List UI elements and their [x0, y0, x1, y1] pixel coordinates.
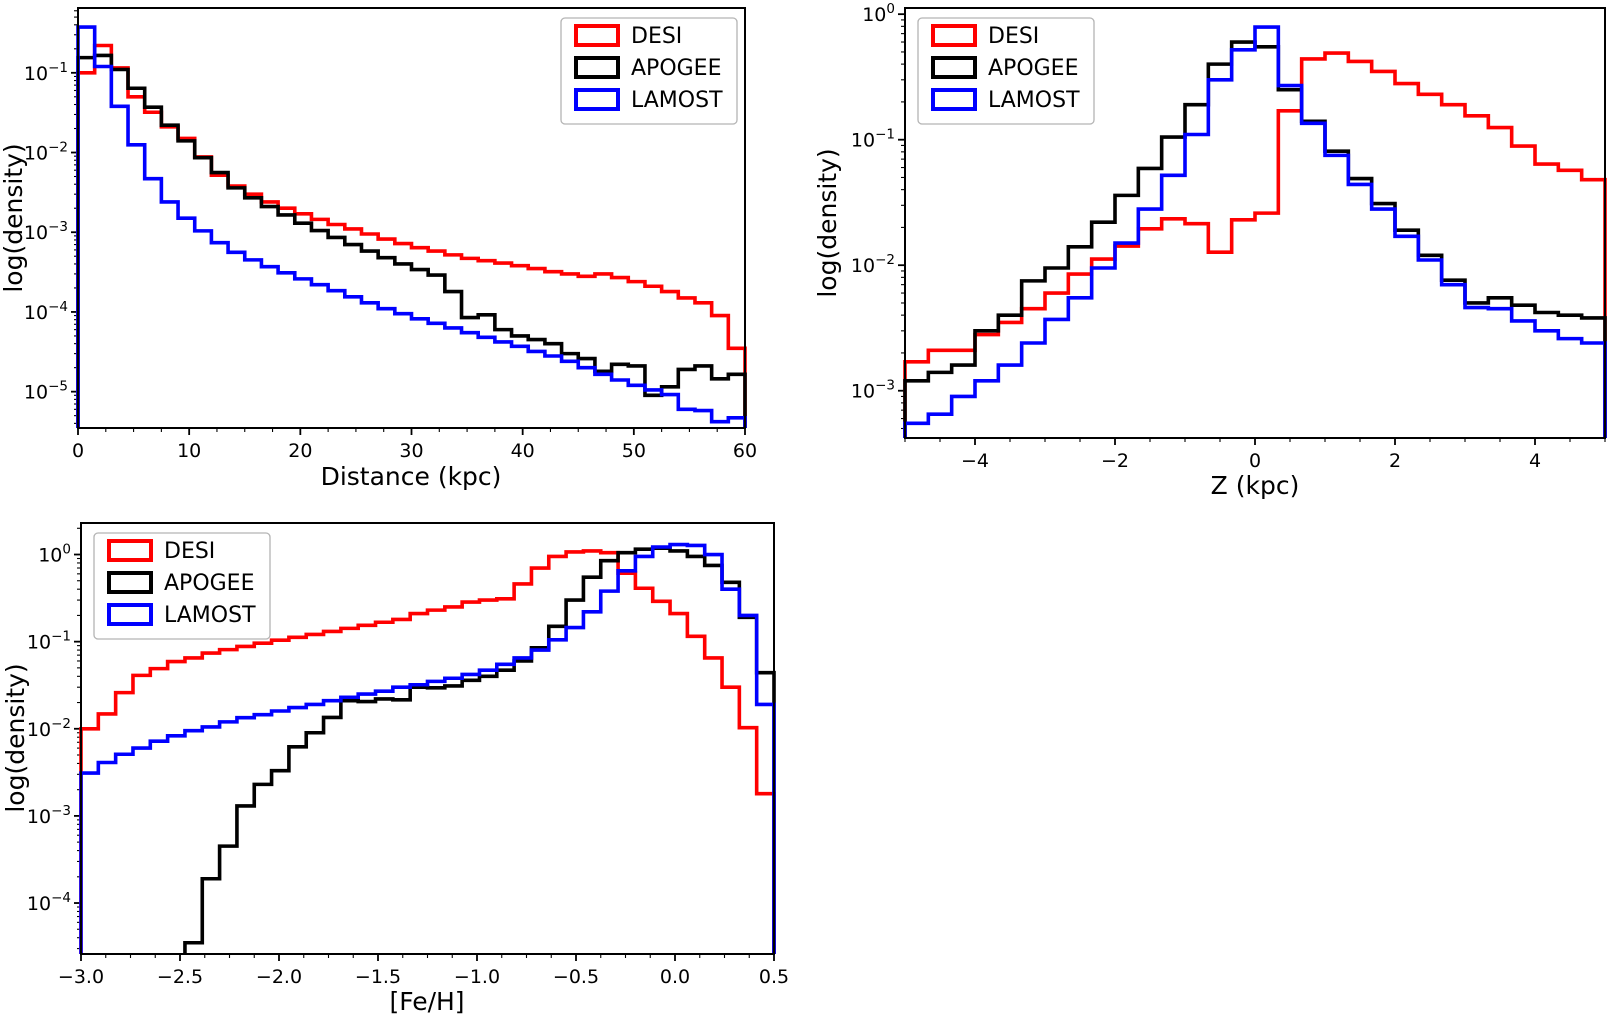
legend-label-desi: DESI: [631, 24, 682, 49]
y-axis-label-density-2: log(density): [1, 663, 30, 812]
legend-label-desi: DESI: [988, 24, 1039, 49]
series-lamost-step: [79, 542, 776, 954]
distance-histogram-panel: Distance (kpc) log(density) 0 10 20 30 40 50 6…: [0, 7, 757, 491]
series-desi-step: [76, 43, 747, 428]
y-tick-label: 10−3: [24, 219, 68, 244]
x-tick-label: −2.5: [157, 966, 203, 988]
legend-label-apogee: APOGEE: [988, 56, 1078, 81]
histogram-series-group: [76, 25, 747, 428]
x-tick-label: 2: [1389, 450, 1401, 472]
series-lamost-step: [76, 25, 747, 428]
x-tick-label: 0.5: [759, 966, 789, 988]
feh-histogram-panel: [Fe/H] log(density) −3.0 −2.5 −2.0 −1.5 −1.0…: [1, 522, 789, 1014]
x-tick-label: 0.0: [660, 966, 690, 988]
series-desi-step: [79, 549, 776, 954]
y-tick-label: 10−2: [27, 716, 71, 741]
histogram-series-group: [903, 25, 1607, 438]
plot-spines: [80, 522, 775, 955]
legend-swatch-desi-icon: [574, 24, 620, 47]
x-tick-label: −3.0: [58, 966, 104, 988]
legend: DESI APOGEE LAMOST: [93, 532, 271, 640]
y-tick-label: 10−1: [851, 127, 895, 152]
x-axis-label-distance: Distance (kpc): [321, 462, 502, 491]
y-tick-label: 100: [862, 1, 895, 26]
plot-spines: [77, 7, 746, 429]
x-tick-label: 20: [288, 440, 312, 462]
legend: DESI APOGEE LAMOST: [917, 17, 1095, 125]
legend-label-lamost: LAMOST: [988, 88, 1080, 113]
x-axis-label-feh: [Fe/H]: [389, 987, 464, 1014]
legend-label-apogee: APOGEE: [631, 56, 721, 81]
legend-label-desi: DESI: [164, 539, 215, 564]
legend-label-lamost: LAMOST: [164, 603, 256, 628]
legend-swatch-desi-icon: [107, 539, 153, 562]
y-tick-label: 10−3: [851, 378, 895, 403]
x-axis-label-z: Z (kpc): [1211, 471, 1300, 500]
y-axis-label-density-0: log(density): [0, 143, 28, 292]
x-tick-label: 0: [1249, 450, 1261, 472]
x-tick-label: −2: [1101, 450, 1129, 472]
x-tick-label: 50: [622, 440, 646, 462]
x-tick-label: 60: [733, 440, 757, 462]
legend-swatch-lamost-icon: [931, 88, 977, 111]
legend-swatch-apogee-icon: [931, 56, 977, 79]
x-tick-label: 0: [72, 440, 84, 462]
series-lamost-step: [903, 25, 1607, 438]
series-apogee-step: [76, 53, 747, 428]
legend-label-lamost: LAMOST: [631, 88, 723, 113]
y-tick-label: 10−2: [851, 252, 895, 277]
x-tick-label: −0.5: [553, 966, 599, 988]
plot-spines: [904, 7, 1606, 439]
y-axis-label-density-1: log(density): [813, 148, 842, 297]
y-tick-label: 10−2: [24, 140, 68, 165]
x-tick-label: −2.0: [256, 966, 302, 988]
series-apogee-step: [183, 546, 776, 954]
y-tick-label: 10−1: [27, 629, 71, 654]
x-tick-label: 4: [1529, 450, 1541, 472]
y-tick-label: 10−4: [27, 890, 71, 915]
y-tick-label: 10−1: [24, 60, 68, 85]
y-tick-label: 100: [38, 542, 71, 567]
x-tick-label: −4: [961, 450, 989, 472]
x-tick-label: 30: [399, 440, 423, 462]
histogram-series-group: [79, 542, 776, 954]
z-histogram-panel: Z (kpc) log(density) −4 −2 0 2 4 10−3 10−2 10−1…: [813, 1, 1607, 500]
y-tick-label: 10−3: [27, 803, 71, 828]
legend-swatch-apogee-icon: [107, 571, 153, 594]
legend-swatch-lamost-icon: [574, 88, 620, 111]
y-tick-label: 10−5: [24, 379, 68, 404]
y-tick-label: 10−4: [24, 299, 68, 324]
x-tick-label: 40: [511, 440, 535, 462]
x-tick-label: 10: [177, 440, 201, 462]
x-tick-label: −1.5: [355, 966, 401, 988]
x-tick-label: −1.0: [454, 966, 500, 988]
legend-swatch-lamost-icon: [107, 603, 153, 626]
legend-swatch-apogee-icon: [574, 56, 620, 79]
legend-swatch-desi-icon: [931, 24, 977, 47]
legend: DESI APOGEE LAMOST: [560, 17, 738, 125]
legend-label-apogee: APOGEE: [164, 571, 254, 596]
